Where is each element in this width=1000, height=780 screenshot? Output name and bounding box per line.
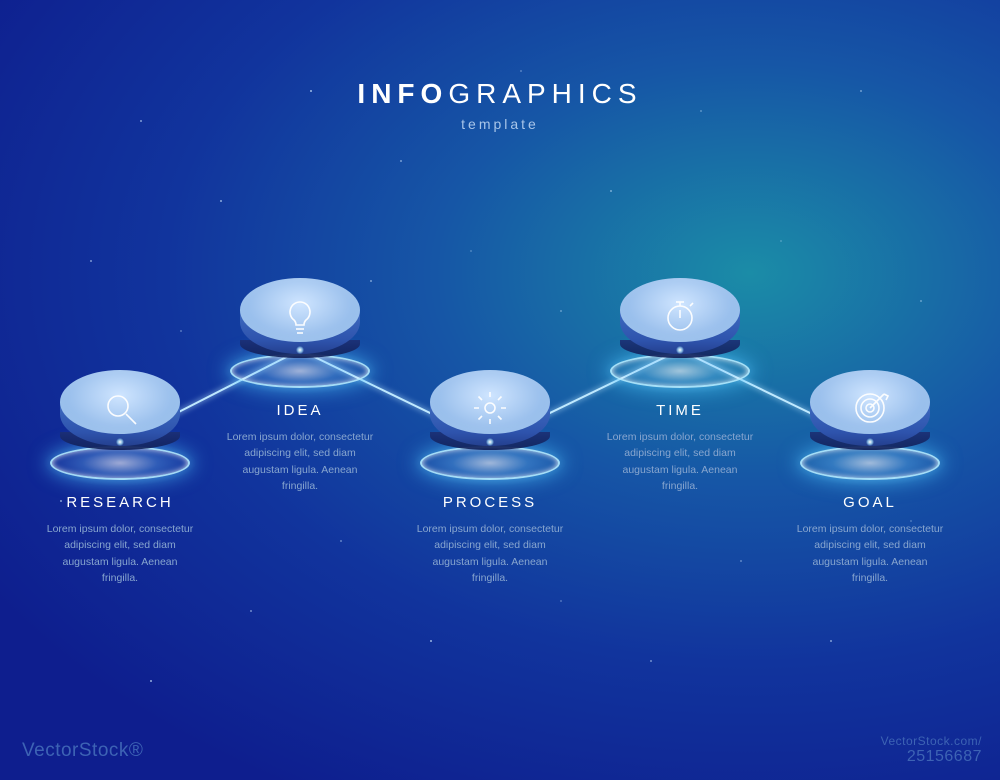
star — [180, 330, 182, 332]
lightbulb-icon — [276, 292, 324, 340]
star — [650, 660, 652, 662]
subtitle: template — [0, 116, 1000, 132]
star — [610, 190, 612, 192]
cylinder-ring — [800, 446, 940, 480]
watermark-url: VectorStock.com/ — [881, 734, 982, 748]
spark — [486, 438, 494, 446]
step-description: Lorem ipsum dolor, consectetur adipiscin… — [45, 521, 195, 586]
watermark-vectorstock: VectorStock® — [22, 740, 143, 762]
spark — [296, 346, 304, 354]
cylinder — [430, 370, 550, 466]
step-description: Lorem ipsum dolor, consectetur adipiscin… — [605, 429, 755, 494]
star — [560, 600, 562, 602]
cylinder-ring — [610, 354, 750, 388]
spark — [866, 438, 874, 446]
star — [830, 640, 832, 642]
star — [250, 610, 252, 612]
cylinder — [60, 370, 180, 466]
step-process: PROCESS Lorem ipsum dolor, consectetur ad… — [410, 370, 570, 586]
step-label: TIME — [600, 402, 760, 419]
step-label: IDEA — [220, 402, 380, 419]
step-description: Lorem ipsum dolor, consectetur adipiscin… — [795, 521, 945, 586]
spark — [676, 346, 684, 354]
step-goal: GOAL Lorem ipsum dolor, consectetur adipi… — [790, 370, 950, 586]
magnifier-icon — [96, 384, 144, 432]
main-title: INFOGRAPHICS — [0, 78, 1000, 110]
watermark-id: VectorStock.com/25156687 — [881, 734, 982, 766]
cylinder — [620, 278, 740, 374]
cylinder — [810, 370, 930, 466]
step-research: RESEARCH Lorem ipsum dolor, consectetur a… — [40, 370, 200, 586]
step-label: PROCESS — [410, 494, 570, 511]
star — [150, 680, 152, 682]
cylinder-ring — [420, 446, 560, 480]
star — [340, 540, 342, 542]
star — [90, 260, 92, 262]
step-label: RESEARCH — [40, 494, 200, 511]
cylinder-ring — [50, 446, 190, 480]
step-description: Lorem ipsum dolor, consectetur adipiscin… — [415, 521, 565, 586]
star — [740, 560, 742, 562]
stopwatch-icon — [656, 292, 704, 340]
cylinder-ring — [230, 354, 370, 388]
star — [920, 300, 922, 302]
star — [400, 160, 402, 162]
star — [430, 640, 432, 642]
watermark-number: 25156687 — [881, 748, 982, 766]
spark — [116, 438, 124, 446]
title-suffix: GRAPHICS — [448, 78, 642, 109]
star — [220, 200, 222, 202]
star — [560, 310, 562, 312]
star — [520, 70, 522, 72]
step-label: GOAL — [790, 494, 950, 511]
step-time: TIME Lorem ipsum dolor, consectetur adipi… — [600, 278, 760, 494]
target-icon — [846, 384, 894, 432]
title-prefix: INFO — [357, 78, 448, 109]
cylinder — [240, 278, 360, 374]
gear-icon — [466, 384, 514, 432]
star — [780, 240, 782, 242]
star — [470, 250, 472, 252]
title-block: INFOGRAPHICS template — [0, 78, 1000, 132]
infographic-canvas: INFOGRAPHICS template RESEARCH Lorem ipsu… — [0, 0, 1000, 780]
step-idea: IDEA Lorem ipsum dolor, consectetur adipi… — [220, 278, 380, 494]
step-description: Lorem ipsum dolor, consectetur adipiscin… — [225, 429, 375, 494]
